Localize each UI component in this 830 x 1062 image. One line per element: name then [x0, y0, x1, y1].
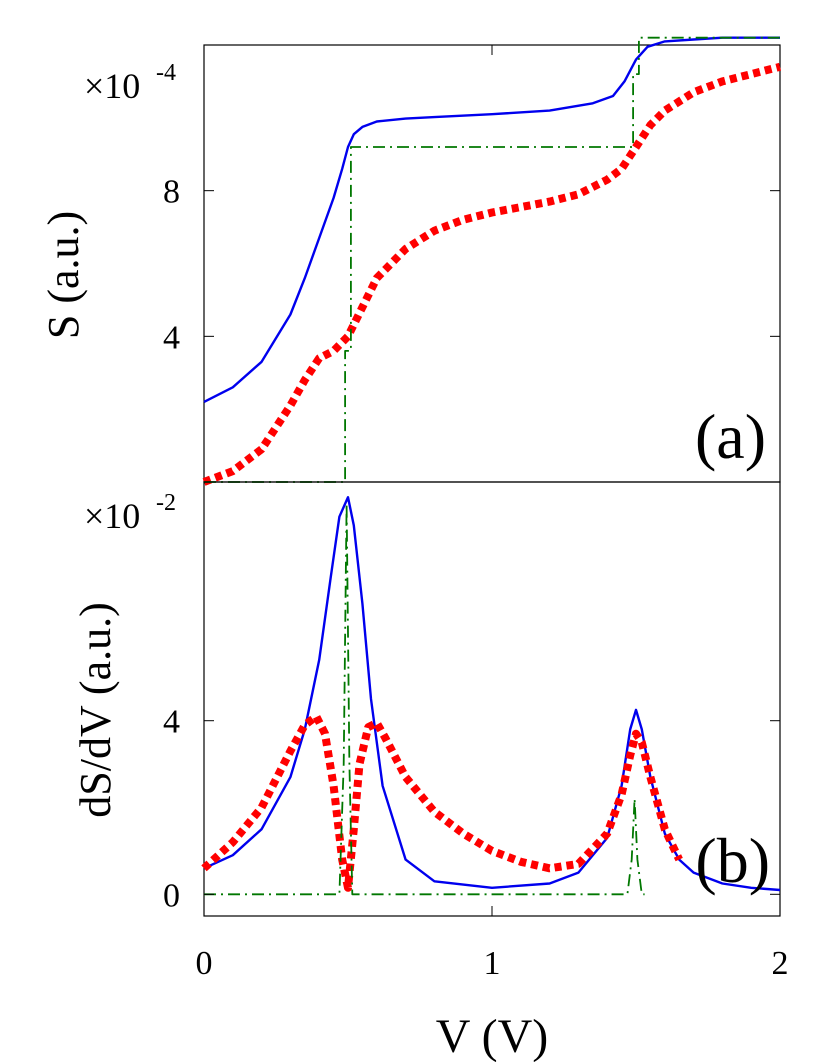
panel-b-series-2-line — [201, 712, 683, 892]
panel-a-frame — [203, 44, 781, 483]
panel-b-ytick-label: 0 — [163, 877, 180, 914]
panel-a-multiplier-base: ×10 — [84, 66, 140, 106]
panel-b-xtick-label: 2 — [772, 945, 789, 982]
panel-a-ytick-label: 4 — [163, 319, 180, 356]
panel-a-yticks: 48 — [163, 45, 781, 356]
panel-b-ticks: 0 4 0 1 2 — [163, 704, 789, 982]
panel-a-series-3-line — [204, 36, 780, 483]
panel-b: 0 4 0 1 2 ×10 -2 dS/dV (a.u.) (b) V (V) — [71, 481, 789, 1062]
panel-a: 48 ×10 -4 S (a.u.) (a) — [39, 36, 781, 486]
panel-b-series-1-line — [203, 496, 781, 892]
panel-b-xtick-label: 1 — [484, 945, 501, 982]
panel-b-series-3-line — [204, 502, 645, 896]
x-axis-label: V (V) — [436, 1010, 548, 1062]
panel-a-series — [202, 36, 781, 486]
panel-b-multiplier-base: ×10 — [84, 496, 140, 536]
panel-b-ylabel: dS/dV (a.u.) — [71, 602, 120, 818]
panel-a-ylabel: S (a.u.) — [39, 211, 88, 339]
panel-a-ytick-label: 8 — [163, 174, 180, 211]
panel-b-ytick-label: 4 — [163, 704, 180, 741]
panel-b-xtick-label: 0 — [196, 945, 213, 982]
panel-b-multiplier-exponent: -2 — [156, 490, 176, 516]
panel-a-label: (a) — [695, 401, 766, 472]
panel-a-series-2-line — [202, 62, 781, 486]
panel-a-series-1-line — [203, 36, 780, 403]
panel-b-label: (b) — [695, 825, 770, 896]
panel-b-series — [201, 496, 781, 896]
panel-a-multiplier-exponent: -4 — [156, 60, 176, 86]
